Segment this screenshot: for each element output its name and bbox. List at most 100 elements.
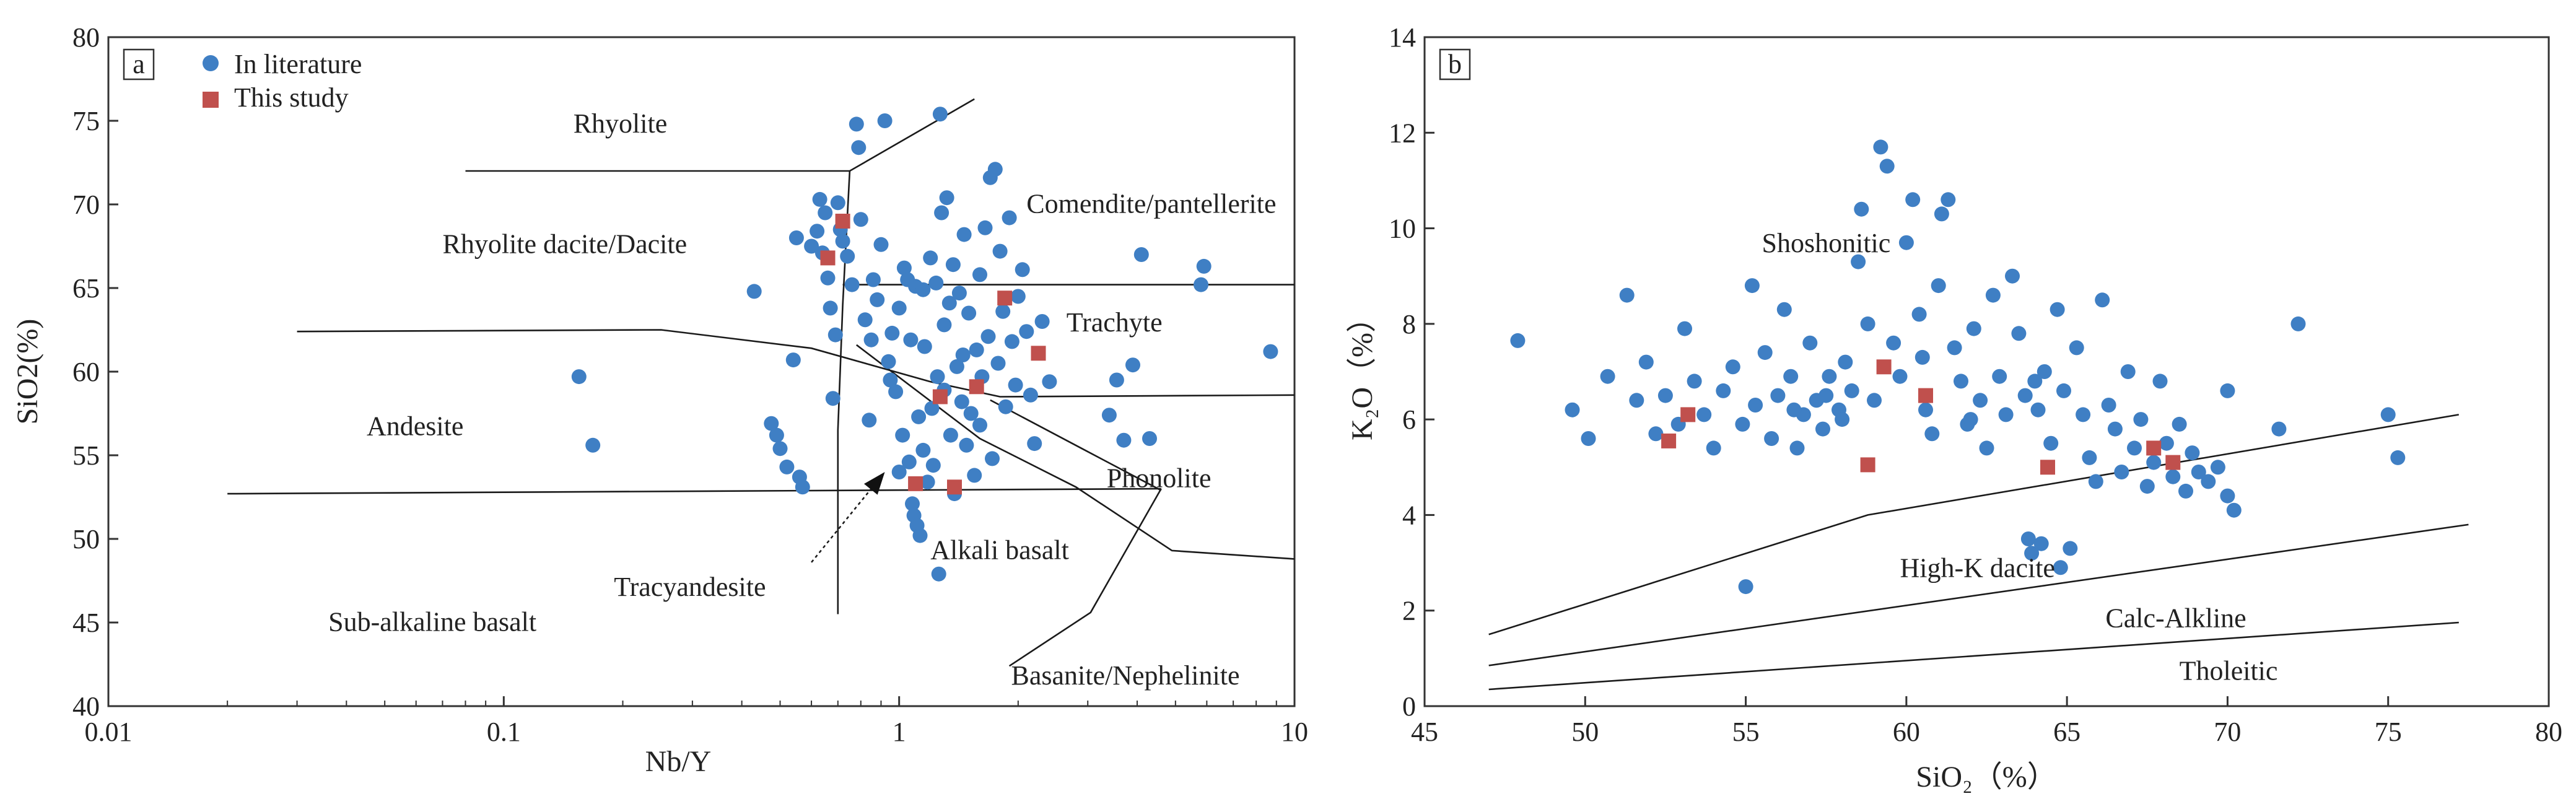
- literature-point: [1735, 416, 1750, 432]
- literature-point: [972, 267, 987, 282]
- literature-point: [865, 272, 881, 287]
- literature-point: [772, 441, 788, 457]
- literature-point: [2290, 316, 2306, 331]
- literature-point: [2220, 383, 2235, 398]
- literature-point: [785, 352, 801, 368]
- literature-point: [1892, 369, 1908, 384]
- panel-b-points: [1510, 139, 2406, 595]
- literature-point: [2082, 450, 2097, 465]
- literature-point: [862, 413, 877, 428]
- literature-point: [905, 496, 920, 512]
- y-tick-label: 2: [1402, 596, 1416, 626]
- literature-point: [1600, 369, 1615, 384]
- literature-point: [1815, 421, 1830, 437]
- literature-point: [931, 566, 946, 582]
- literature-point: [2063, 541, 2078, 556]
- literature-point: [932, 107, 948, 122]
- literature-point: [1886, 335, 1901, 351]
- literature-point: [1757, 345, 1773, 360]
- y-tick-label: 80: [72, 22, 100, 53]
- x-tick-label: 60: [1893, 717, 1920, 747]
- x-tick-label: 80: [2535, 717, 2562, 747]
- x-tick-label: 0.1: [487, 717, 521, 747]
- literature-point: [928, 275, 944, 291]
- literature-point: [835, 234, 850, 249]
- panel-b-tag: b: [1448, 49, 1462, 79]
- literature-point: [2050, 302, 2065, 317]
- panel-a-ticks: 0.01 0.1 1 10 40 45 50 55 60 65 70 75 80: [72, 22, 1308, 747]
- literature-point: [1979, 440, 1994, 456]
- literature-point: [1941, 192, 1956, 208]
- literature-point: [992, 243, 1008, 259]
- field-label: Tracyandesite: [614, 572, 766, 602]
- study-point: [997, 291, 1013, 306]
- literature-point: [1764, 431, 1779, 446]
- study-point: [969, 379, 984, 395]
- literature-point: [1918, 402, 1933, 417]
- literature-point: [956, 227, 972, 242]
- literature-point: [1027, 436, 1042, 452]
- field-label: Shoshonitic: [1762, 228, 1891, 258]
- legend-circle-marker: [203, 55, 219, 71]
- field-label: Andesite: [367, 411, 463, 442]
- literature-point: [1879, 159, 1895, 174]
- study-point: [1661, 433, 1677, 448]
- literature-point: [2033, 536, 2049, 551]
- study-point: [932, 389, 948, 404]
- literature-point: [1116, 432, 1132, 448]
- literature-point: [2146, 455, 2162, 470]
- literature-point: [980, 329, 996, 344]
- literature-point: [2390, 450, 2406, 465]
- literature-point: [963, 406, 979, 421]
- literature-point: [1838, 354, 1853, 370]
- literature-point: [2220, 488, 2235, 504]
- y-tick-label: 0: [1402, 691, 1416, 722]
- legend-literature-label: In literature: [234, 49, 362, 79]
- x-tick-label: 65: [2053, 717, 2080, 747]
- y-tick-label: 6: [1402, 404, 1416, 435]
- literature-point: [2030, 402, 2046, 417]
- literature-point: [585, 437, 601, 453]
- literature-point: [1966, 321, 1981, 336]
- field-boundary-line: [297, 329, 1295, 398]
- panel-a-field-labels: Rhyolite Comendite/pantellerite Rhyolite d…: [328, 108, 1276, 691]
- literature-point: [2088, 474, 2103, 489]
- literature-point: [1008, 377, 1023, 393]
- panel-a-y-label: SiO2(%): [11, 319, 44, 425]
- literature-point: [1019, 324, 1034, 339]
- literature-point: [969, 342, 984, 357]
- literature-point: [1851, 254, 1866, 269]
- panel-a-x-label: Nb/Y: [645, 745, 712, 778]
- literature-point: [2139, 479, 2155, 494]
- literature-point: [924, 401, 940, 416]
- literature-point: [2005, 268, 2020, 284]
- literature-point: [903, 332, 919, 347]
- panel-b: 45 50 55 60 65 70 75 80 0 2 4 6 8 10 12 14 Shoshonitic H…: [1346, 22, 2562, 793]
- literature-point: [1034, 314, 1050, 329]
- x-tick-label: 50: [1571, 717, 1599, 747]
- field-label: Phonolite: [1107, 463, 1212, 493]
- literature-point: [1802, 335, 1818, 351]
- literature-point: [2271, 421, 2287, 437]
- literature-point: [939, 190, 954, 206]
- literature-point: [2201, 474, 2216, 489]
- literature-point: [2159, 435, 2174, 451]
- study-point: [2040, 460, 2055, 475]
- literature-point: [2043, 435, 2059, 451]
- field-label: Alkali basalt: [930, 535, 1069, 565]
- literature-point: [1510, 333, 1526, 348]
- literature-point: [769, 427, 784, 443]
- literature-point: [959, 437, 974, 453]
- legend: In literature This study: [203, 49, 362, 113]
- literature-point: [911, 409, 927, 424]
- study-point: [1876, 359, 1892, 375]
- literature-point: [2226, 502, 2242, 518]
- literature-point: [1142, 431, 1157, 446]
- literature-point: [1783, 369, 1799, 384]
- literature-point: [863, 332, 879, 347]
- y-tick-label: 12: [1389, 118, 1416, 148]
- study-point: [947, 479, 962, 495]
- literature-point: [2107, 421, 2123, 437]
- literature-point: [949, 359, 964, 374]
- literature-point: [1581, 431, 1596, 446]
